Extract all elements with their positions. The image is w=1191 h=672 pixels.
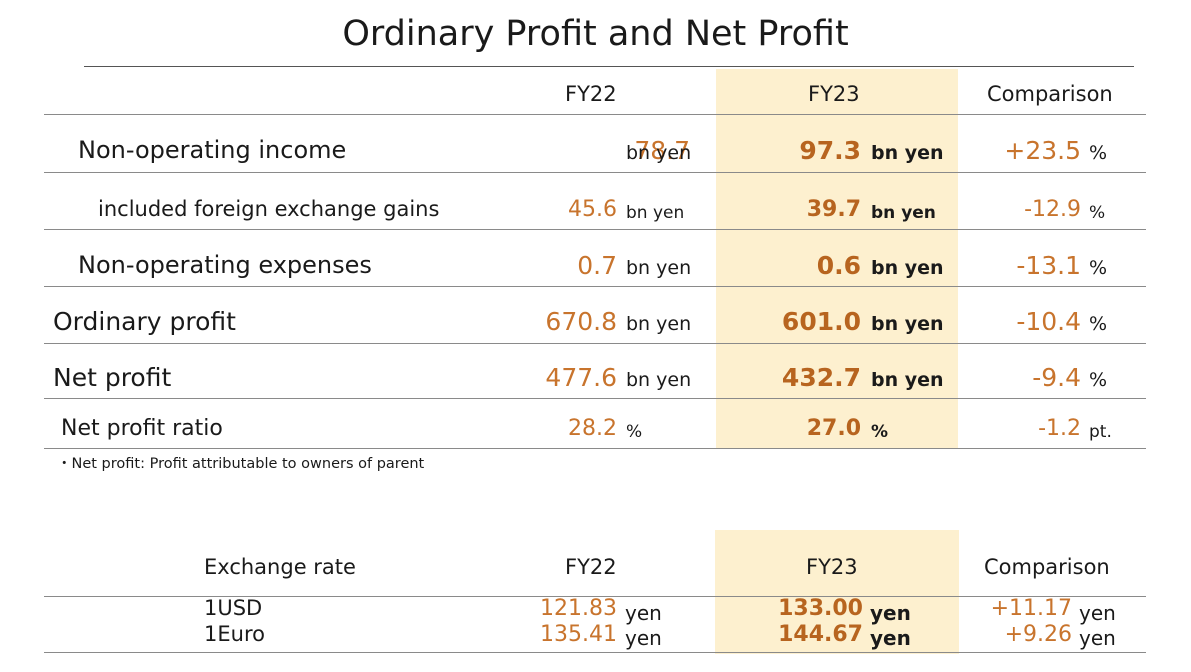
comparison-value: +11.17 [990,596,1072,621]
header-fy22: FY22 [565,555,617,579]
comparison-value: -12.9 [1024,197,1081,222]
fy23-unit: bn yen [871,369,944,391]
fy22-unit: % [626,422,643,442]
fy23-value: 432.7 [781,363,861,392]
comparison-unit: % [1089,142,1108,164]
fy23-unit: bn yen [871,142,944,164]
comparison-unit: % [1089,369,1108,391]
header-comparison: Comparison [987,82,1113,106]
table-bottom-rule [44,448,1146,449]
fy22-value: 121.83 [540,596,617,621]
fy23-value: 133.00 [778,596,863,621]
row-rule [44,343,1146,344]
footnote: ・Net profit: Profit attributable to owne… [57,456,425,472]
comparison-unit: % [1089,257,1108,279]
fy23-highlight-column-exchange [715,530,959,654]
comparison-value: +23.5 [1004,136,1081,165]
fy22-unit: bn yen [626,257,692,279]
fy22-unit: bn yen [626,369,692,391]
fy22-value: 45.6 [568,197,617,222]
fy22-value: 477.6 [545,363,617,392]
fy22-value: 28.2 [568,416,617,441]
fy22-unit: bn yen [626,313,692,335]
fy22-unit: bn yen [626,203,685,223]
comparison-unit: pt. [1089,422,1112,442]
header-rule [44,596,1146,597]
row-label: Non-operating expenses [78,251,372,279]
row-rule [44,229,1146,230]
fy22-value: 78.7 [634,136,690,165]
comparison-value: -13.1 [1016,251,1081,280]
fy23-unit: bn yen [871,313,944,335]
fy23-value: 97.3 [799,136,861,165]
header-comparison: Comparison [984,555,1110,579]
comparison-value: -9.4 [1032,363,1081,392]
fy23-value: 27.0 [806,416,861,441]
table-bottom-rule [44,652,1146,653]
header-fy23: FY23 [806,555,858,579]
row-label: Net profit ratio [61,416,223,441]
page-title: Ordinary Profit and Net Profit [342,14,849,54]
fy22-unit: yen [625,626,662,650]
header-fy23: FY23 [808,82,860,106]
row-label: included foreign exchange gains [98,197,440,221]
fy23-highlight-column [716,69,958,448]
fy22-value: 135.41 [540,622,617,647]
row-label: Non-operating income [78,136,347,164]
comparison-unit: % [1089,203,1106,223]
comparison-value: +9.26 [1004,622,1072,647]
comparison-value: -10.4 [1016,307,1081,336]
fy22-unit: yen [625,601,662,625]
fy22-unit: bn yen [626,142,692,164]
fy23-value: 601.0 [781,307,861,336]
row-label: Net profit [53,363,172,392]
fy23-unit: yen [870,601,911,625]
title-divider [84,66,1134,67]
header-exchange-rate: Exchange rate [204,555,356,579]
fy23-unit: bn yen [871,257,944,279]
fy23-value: 0.6 [816,251,861,280]
header-rule [44,114,1146,115]
header-fy22: FY22 [565,82,617,106]
row-rule [44,398,1146,399]
row-rule [44,286,1146,287]
row-rule [44,172,1146,173]
row-label: 1Euro [204,622,265,646]
row-label: 1USD [204,596,263,620]
fy23-unit: yen [870,626,911,650]
fy23-value: 144.67 [778,622,863,647]
fy23-value: 39.7 [806,197,861,222]
fy22-value: 0.7 [577,251,617,280]
fy22-value: 670.8 [545,307,617,336]
row-label: Ordinary profit [53,307,236,336]
comparison-unit: % [1089,313,1108,335]
comparison-value: -1.2 [1038,416,1081,441]
comparison-unit: yen [1079,601,1116,625]
fy23-unit: bn yen [871,203,936,223]
fy23-unit: % [871,422,889,442]
comparison-unit: yen [1079,626,1116,650]
